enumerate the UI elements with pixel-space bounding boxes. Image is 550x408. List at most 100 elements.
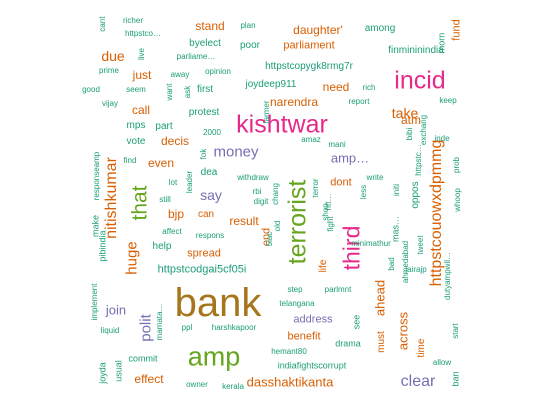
word-richer: richer <box>123 17 143 25</box>
word-time: time <box>417 339 427 358</box>
word-ppl: ppl <box>182 324 193 332</box>
word-bank: bank <box>175 283 262 323</box>
word-less: less <box>360 185 368 199</box>
word-fok: fok <box>200 149 208 160</box>
word-prime: prime <box>99 67 119 75</box>
word-terrorist: terrorist <box>286 180 311 265</box>
word-lot: lot <box>169 179 177 187</box>
word-byelect: byelect <box>189 39 221 49</box>
word-say: say <box>200 188 222 202</box>
word-dont: dont <box>330 178 351 189</box>
word-leader: leader <box>186 171 194 193</box>
word-step: step <box>287 286 302 294</box>
word-bad: bad <box>388 257 396 270</box>
word-want: want <box>166 84 174 101</box>
word-among: among <box>365 24 396 34</box>
word-joydeep911: joydeep911 <box>246 80 297 90</box>
word-first: first <box>197 85 213 95</box>
word-amp: amp… <box>331 152 369 165</box>
word-due: due <box>101 49 124 63</box>
word-need: need <box>323 81 350 93</box>
word-live: live <box>138 48 146 60</box>
word-minimathur: minimathur <box>351 240 391 248</box>
word-mamata: mamata… <box>156 304 164 341</box>
word-incid: incid <box>394 69 445 94</box>
word-mps: mps <box>127 121 146 131</box>
word-exchang: exchang <box>420 115 428 145</box>
word-help: help <box>153 242 172 252</box>
word-withdraw: withdraw <box>237 174 269 182</box>
word-kishtwar: kishtwar <box>236 113 328 138</box>
word-across: across <box>397 312 410 350</box>
word-narendra: narendra <box>270 96 318 108</box>
word-make: make <box>92 215 101 237</box>
word-responseamp: responseamp <box>93 152 101 200</box>
word-whoop: whoop <box>454 188 462 212</box>
word-huge: huge <box>125 241 140 274</box>
word-write: write <box>367 174 384 182</box>
word-amp: amp <box>188 344 241 371</box>
word-ahead: ahead <box>374 280 387 316</box>
word-oppos: oppos <box>411 181 421 208</box>
word-jairajp: jairajp <box>405 266 426 274</box>
word-away: away <box>171 71 190 79</box>
word-mas: mas… <box>392 216 401 242</box>
word-ask: ask <box>184 86 192 98</box>
word-even: even <box>148 157 174 169</box>
word-parliament: parliament <box>283 41 334 52</box>
word-life: life <box>319 260 329 273</box>
word-inde: inde <box>434 135 449 143</box>
word-protest: protest <box>189 108 220 118</box>
word-call: call <box>132 104 150 116</box>
word-htt: htt… <box>325 194 333 211</box>
word-httpstcopygk8rmg7r: httpstcopygk8rmg7r <box>265 62 353 72</box>
word-must: must <box>377 331 387 353</box>
word-prob: prob <box>453 157 461 173</box>
word-httpstcodgai5cf05i: httpstcodgai5cf05i <box>158 265 247 276</box>
word-daughter: daughter' <box>293 24 343 36</box>
word-telangana: telangana <box>279 300 314 308</box>
word-effect: effect <box>134 373 163 385</box>
word-vijay: vijay <box>102 100 118 108</box>
word-that: that <box>130 185 151 220</box>
word-tweet: tweet <box>417 235 425 254</box>
word-digit: digit <box>254 198 269 206</box>
word-opinion: opinion <box>205 68 231 76</box>
word-parlmnt: parlmnt <box>325 286 352 294</box>
word-bibi: bibi <box>406 128 414 140</box>
word-keep: keep <box>439 97 456 105</box>
word-dasshaktikanta: dasshaktikanta <box>247 376 334 389</box>
word-owner: owner <box>186 381 208 389</box>
word-old: old <box>274 221 282 232</box>
word-kerala: kerala <box>222 383 244 391</box>
word-amaz: amaz <box>301 136 321 144</box>
word-cant: cant <box>99 16 107 31</box>
word-hemant80: hemant80 <box>271 348 307 356</box>
word-spread: spread <box>187 249 221 260</box>
word-terror: terror <box>312 178 320 197</box>
word-bjp: bjp <box>168 208 184 220</box>
word-stand: stand <box>195 20 224 32</box>
word-farmer: farmer <box>263 100 271 123</box>
word-see: see <box>353 315 362 330</box>
word-third: third <box>341 226 364 271</box>
word-usual: usual <box>115 360 124 382</box>
word-httpstco: httpstco… <box>125 30 161 38</box>
word-implement: implement <box>91 284 99 321</box>
word-plan: plan <box>240 22 255 30</box>
word-ban: ban <box>452 371 461 386</box>
word-start: start <box>452 323 460 339</box>
word-can: can <box>198 210 214 220</box>
word-report: report <box>349 98 370 106</box>
word-ahmedabad: ahmedabad <box>402 241 410 283</box>
word-drama: drama <box>335 340 361 349</box>
word-clear: clear <box>401 374 436 390</box>
word-2000: 2000 <box>203 129 221 137</box>
word-polit: polit <box>139 314 154 342</box>
word-rbi: rbi <box>253 188 262 196</box>
word-fund: fund <box>452 19 463 40</box>
word-result: result <box>229 215 258 227</box>
word-find: find <box>124 157 137 165</box>
word-liquid: liquid <box>101 327 120 335</box>
word-seem: seem <box>126 86 146 94</box>
